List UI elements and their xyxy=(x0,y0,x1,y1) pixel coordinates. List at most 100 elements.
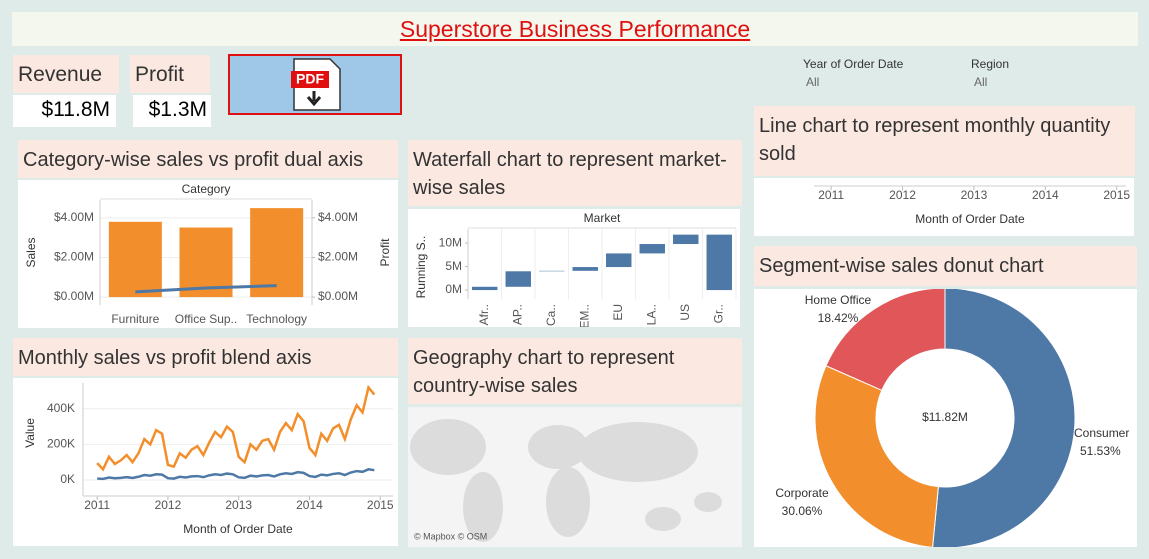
waterfall-bar xyxy=(572,267,598,271)
panel-title: Segment-wise sales donut chart xyxy=(754,246,1137,286)
chart: © Mapbox © OSM xyxy=(408,407,742,547)
filter-label: Year of Order Date xyxy=(803,57,904,71)
x-tick-label: Afr.. xyxy=(477,304,491,325)
land xyxy=(546,467,590,537)
y2-tick-label: $4.00M xyxy=(318,210,358,224)
x-tick-label: 2014 xyxy=(1032,188,1059,202)
land xyxy=(578,422,698,482)
chart: $11.82M Consumer 51.53% Corporate 30.06% Home… xyxy=(775,289,1129,547)
y-tick-label: 200K xyxy=(47,437,75,451)
center-label: $11.82M xyxy=(922,410,968,424)
land xyxy=(694,492,722,512)
chart-panel: Market Running S.. 0M 5M 10M Afr.. AP.. Ca.. EM.… xyxy=(408,209,740,327)
waterfall-bar xyxy=(639,244,665,254)
line xyxy=(97,468,375,481)
chart-panel: 2011 2012 2013 2014 2015 Month of Order Date xyxy=(754,178,1134,236)
y-tick-label: 400K xyxy=(47,401,75,415)
kpi-value: $1.3M xyxy=(133,95,211,127)
waterfall-bar xyxy=(505,271,531,287)
slice-label: Corporate xyxy=(775,486,829,500)
x-tick-label: 2013 xyxy=(961,188,988,202)
header: Superstore Business Performance xyxy=(12,12,1138,46)
land xyxy=(463,472,503,542)
dashboard-title: Superstore Business Performance xyxy=(399,16,751,42)
x-tick-label: 2012 xyxy=(889,188,916,202)
chart-panel: © Mapbox © OSM xyxy=(408,407,742,547)
axis-title: Sales xyxy=(24,237,38,267)
bar xyxy=(108,221,162,298)
land xyxy=(645,507,681,531)
x-tick-label: EU xyxy=(611,304,625,321)
x-tick-label: 2014 xyxy=(296,498,323,512)
axis-title: Profit xyxy=(378,238,392,267)
slice-label: Home Office xyxy=(805,293,872,307)
bar xyxy=(250,208,304,298)
x-tick-label: 2015 xyxy=(1103,188,1130,202)
x-tick-label: Gr.. xyxy=(711,304,725,323)
chart: Category $0.00M $2.00M $4.00M $0.00M $2.00M $4… xyxy=(24,182,392,326)
panel-title: Geography chart to represent country-wis… xyxy=(408,338,742,404)
waterfall-bar xyxy=(472,286,498,291)
y-tick-label: $4.00M xyxy=(54,210,94,224)
bar xyxy=(179,227,233,298)
land xyxy=(410,419,486,475)
y-tick-label: 0M xyxy=(445,282,462,296)
y-tick-label: 10M xyxy=(439,235,462,249)
x-tick-label: Office Sup.. xyxy=(175,312,237,326)
donut-slice xyxy=(932,289,1076,547)
land xyxy=(528,425,588,469)
panel-title: Monthly sales vs profit blend axis xyxy=(13,338,398,376)
y-tick-label: $2.00M xyxy=(54,250,94,264)
axis-title: Running S.. xyxy=(414,236,428,299)
x-tick-label: Ca.. xyxy=(544,304,558,326)
axis-title: Month of Order Date xyxy=(915,212,1025,226)
kpi-label: Profit xyxy=(130,55,210,93)
x-tick-label: 2011 xyxy=(818,188,844,202)
filter-label: Region xyxy=(971,57,1010,71)
y-tick-label: $0.00M xyxy=(54,289,94,303)
x-tick-label: Technology xyxy=(246,312,307,326)
line xyxy=(135,284,277,294)
waterfall-bar xyxy=(673,234,699,245)
y2-tick-label: $0.00M xyxy=(318,289,358,303)
slice-value: 18.42% xyxy=(818,311,859,325)
pdf-button[interactable]: PDF xyxy=(228,54,402,115)
x-tick-label: 2013 xyxy=(225,498,252,512)
pdf-badge xyxy=(291,71,329,88)
pdf-label: PDF xyxy=(296,71,324,87)
panel-title: Line chart to represent monthly quantity… xyxy=(754,106,1135,176)
chart: Market Running S.. 0M 5M 10M Afr.. AP.. Ca.. EM.… xyxy=(414,211,737,327)
column-header: Category xyxy=(182,182,231,196)
donut-slice xyxy=(814,365,939,547)
filter-value[interactable]: All xyxy=(806,75,820,89)
y-tick-label: 5M xyxy=(445,259,462,273)
y2-tick-label: $2.00M xyxy=(318,250,358,264)
x-tick-label: EM.. xyxy=(577,304,591,327)
x-tick-label: 2012 xyxy=(155,498,182,512)
donut-slice xyxy=(825,289,946,391)
x-tick-label: 2011 xyxy=(84,498,110,512)
slice-label: Consumer xyxy=(1074,426,1129,440)
x-tick-label: LA.. xyxy=(644,304,658,325)
panel-title: Category-wise sales vs profit dual axis xyxy=(18,140,398,178)
pdf-icon: PDF xyxy=(291,58,341,111)
chart-panel: 2011 2012 2013 2014 2015 Month of Order Date V… xyxy=(13,378,398,546)
axis-title: Value xyxy=(23,418,37,448)
waterfall-bar xyxy=(706,234,732,291)
chart-panel: $11.82M Consumer 51.53% Corporate 30.06% Home… xyxy=(754,289,1137,547)
y-tick-label: 0K xyxy=(60,472,75,486)
slice-value: 51.53% xyxy=(1080,444,1121,458)
waterfall-bar xyxy=(606,253,632,268)
filter-value[interactable]: All xyxy=(974,75,988,89)
map-attribution: © Mapbox © OSM xyxy=(414,531,487,541)
slice-value: 30.06% xyxy=(782,504,823,518)
axis-title: Month of Order Date xyxy=(183,522,293,536)
chart-panel: Category $0.00M $2.00M $4.00M $0.00M $2.00M $4… xyxy=(18,180,398,328)
column-header: Market xyxy=(584,211,621,225)
line xyxy=(96,384,376,472)
x-tick-label: Furniture xyxy=(111,312,159,326)
kpi-label: Revenue xyxy=(13,55,119,93)
chart: 2011 2012 2013 2014 2015 Month of Order Date V… xyxy=(23,383,394,536)
x-tick-label: 2015 xyxy=(367,498,394,512)
